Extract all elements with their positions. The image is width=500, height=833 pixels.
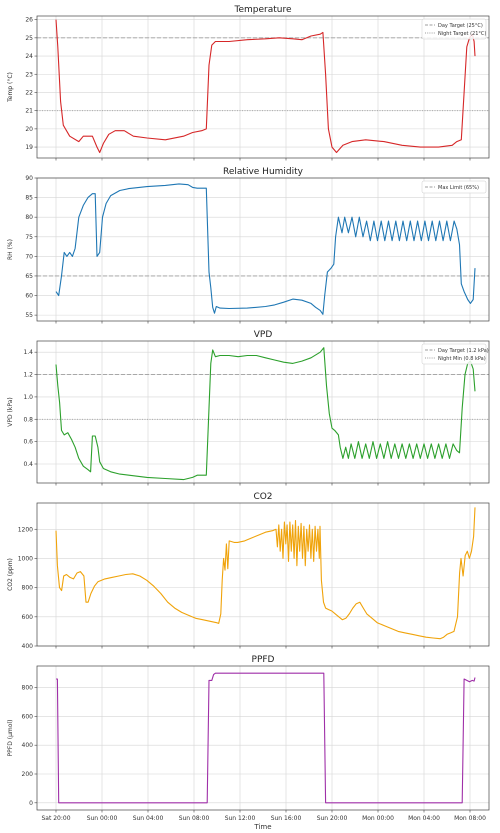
xtick-label-4: Sun 12:00: [225, 815, 256, 822]
chart-3-ytick-label-2: 800: [22, 585, 34, 592]
chart-1-ytick-label-0: 55: [25, 312, 33, 319]
chart-1-legend-box: [421, 180, 487, 194]
chart-2-legend-label-0: Day Target (1.2 kPa): [438, 348, 489, 354]
chart-0-ylabel: Temp (°C): [7, 72, 14, 103]
chart-2-ytick-label-5: 1.4: [23, 349, 33, 356]
chart-4-ylabel: PPFD (µmol): [7, 720, 14, 757]
chart-0-ytick-label-2: 21: [25, 108, 33, 115]
chart-2-ytick-label-4: 1.2: [23, 372, 33, 379]
chart-0-series-line: [55, 19, 476, 154]
chart-4-ytick-label-0: 0: [29, 800, 33, 807]
chart-3-ylabel: CO2 (ppm): [7, 558, 14, 591]
chart-3-title: CO2: [253, 492, 272, 502]
xtick-label-5: Sun 16:00: [271, 815, 302, 822]
chart-2-ytick-label-0: 0.4: [23, 461, 33, 468]
chart-0-title: Temperature: [233, 5, 291, 15]
chart-0-ytick-label-7: 26: [25, 17, 33, 24]
chart-1-ytick-label-7: 90: [25, 175, 33, 182]
chart-2-ylabel: VPD (kPa): [7, 397, 14, 426]
chart-1-legend-label-0: Max Limit (65%): [438, 185, 479, 191]
xtick-label-8: Mon 04:00: [408, 815, 440, 822]
chart-0-ytick-label-6: 25: [25, 35, 33, 42]
chart-2-ytick-label-2: 0.8: [23, 416, 33, 423]
chart-1-ytick-label-3: 70: [25, 253, 33, 260]
chart-4-ytick-label-2: 400: [22, 742, 34, 749]
xtick-label-1: Sun 00:00: [87, 815, 118, 822]
chart-2-legend-label-1: Night Min (0.8 kPa): [438, 356, 486, 362]
chart-4-series-line: [56, 672, 476, 804]
chart-0-legend-label-0: Day Target (25°C): [438, 23, 483, 29]
chart-3-ytick-label-1: 600: [22, 614, 34, 621]
chart-4-panel: 0 200 400 600 800 PPFD PPFD (µmol): [7, 655, 490, 813]
chart-0-ytick-label-3: 22: [25, 89, 33, 96]
chart-0-frame: [36, 15, 490, 159]
chart-0-panel: 19 20 21 22 23 24 25 26 Temperature Temp (°C) Day …: [7, 5, 490, 161]
chart-3-frame: [36, 502, 490, 647]
chart-3-ytick-label-0: 400: [22, 643, 34, 650]
chart-0-legend-label-1: Night Target (21°C): [438, 31, 486, 37]
chart-1-ytick-label-1: 60: [25, 293, 33, 300]
chart-1-legend: Max Limit (65%): [421, 180, 487, 194]
x-axis-label: Time: [253, 823, 271, 831]
xtick-label-9: Mon 08:00: [454, 815, 486, 822]
chart-2-series-line: [55, 347, 476, 481]
xtick-label-0: Sat 20:00: [41, 815, 70, 822]
xtick-label-6: Sun 20:00: [317, 815, 348, 822]
chart-0-ytick-label-4: 23: [25, 71, 33, 78]
chart-3-ytick-label-3: 1000: [18, 555, 33, 562]
chart-1-ytick-label-5: 80: [25, 214, 33, 221]
chart-0-legend-box: [421, 18, 487, 40]
chart-2-legend-box: [421, 343, 487, 365]
chart-1-title: Relative Humidity: [223, 167, 304, 177]
chart-3-ytick-label-4: 1200: [18, 526, 33, 533]
chart-1-ytick-label-4: 75: [25, 234, 33, 241]
xtick-label-3: Sun 08:00: [179, 815, 210, 822]
chart-4-title: PPFD: [252, 655, 275, 665]
chart-1-frame: [36, 177, 490, 322]
chart-2-ytick-label-3: 1.0: [23, 394, 33, 401]
chart-0-legend: Day Target (25°C) Night Target (21°C): [421, 18, 487, 40]
chart-1-ytick-label-6: 85: [25, 195, 33, 202]
chart-2-panel: 0.4 0.6 0.8 1.0 1.2 1.4 VPD VPD (kPa) Day Target…: [7, 330, 490, 486]
chart-1-series-line: [55, 183, 476, 315]
chart-4-frame: [36, 665, 490, 811]
chart-4-ytick-label-3: 600: [22, 713, 34, 720]
chart-3-series-line: [55, 507, 476, 640]
chart-2-title: VPD: [254, 330, 273, 340]
chart-0-ytick-label-0: 19: [25, 144, 33, 151]
chart-4-ytick-label-4: 800: [22, 685, 34, 692]
chart-2-legend: Day Target (1.2 kPa) Night Min (0.8 kPa): [421, 343, 489, 365]
chart-3-panel: 400 600 800 1000 1200 CO2 CO2 (ppm): [7, 492, 490, 650]
chart-0-ytick-label-1: 20: [25, 126, 33, 133]
xtick-label-7: Mon 00:00: [362, 815, 394, 822]
chart-4-ytick-label-1: 200: [22, 771, 34, 778]
chart-2-frame: [36, 340, 490, 484]
chart-0-ytick-label-5: 24: [25, 53, 33, 60]
chart-1-ytick-label-2: 65: [25, 273, 33, 280]
chart-2-ytick-label-1: 0.6: [23, 439, 33, 446]
chart-1-panel: 55 60 65 70 75 80 85 90 Relative Humidity RH (%) M…: [7, 167, 490, 324]
xtick-label-2: Sun 04:00: [133, 815, 164, 822]
chart-1-ylabel: RH (%): [7, 239, 14, 260]
